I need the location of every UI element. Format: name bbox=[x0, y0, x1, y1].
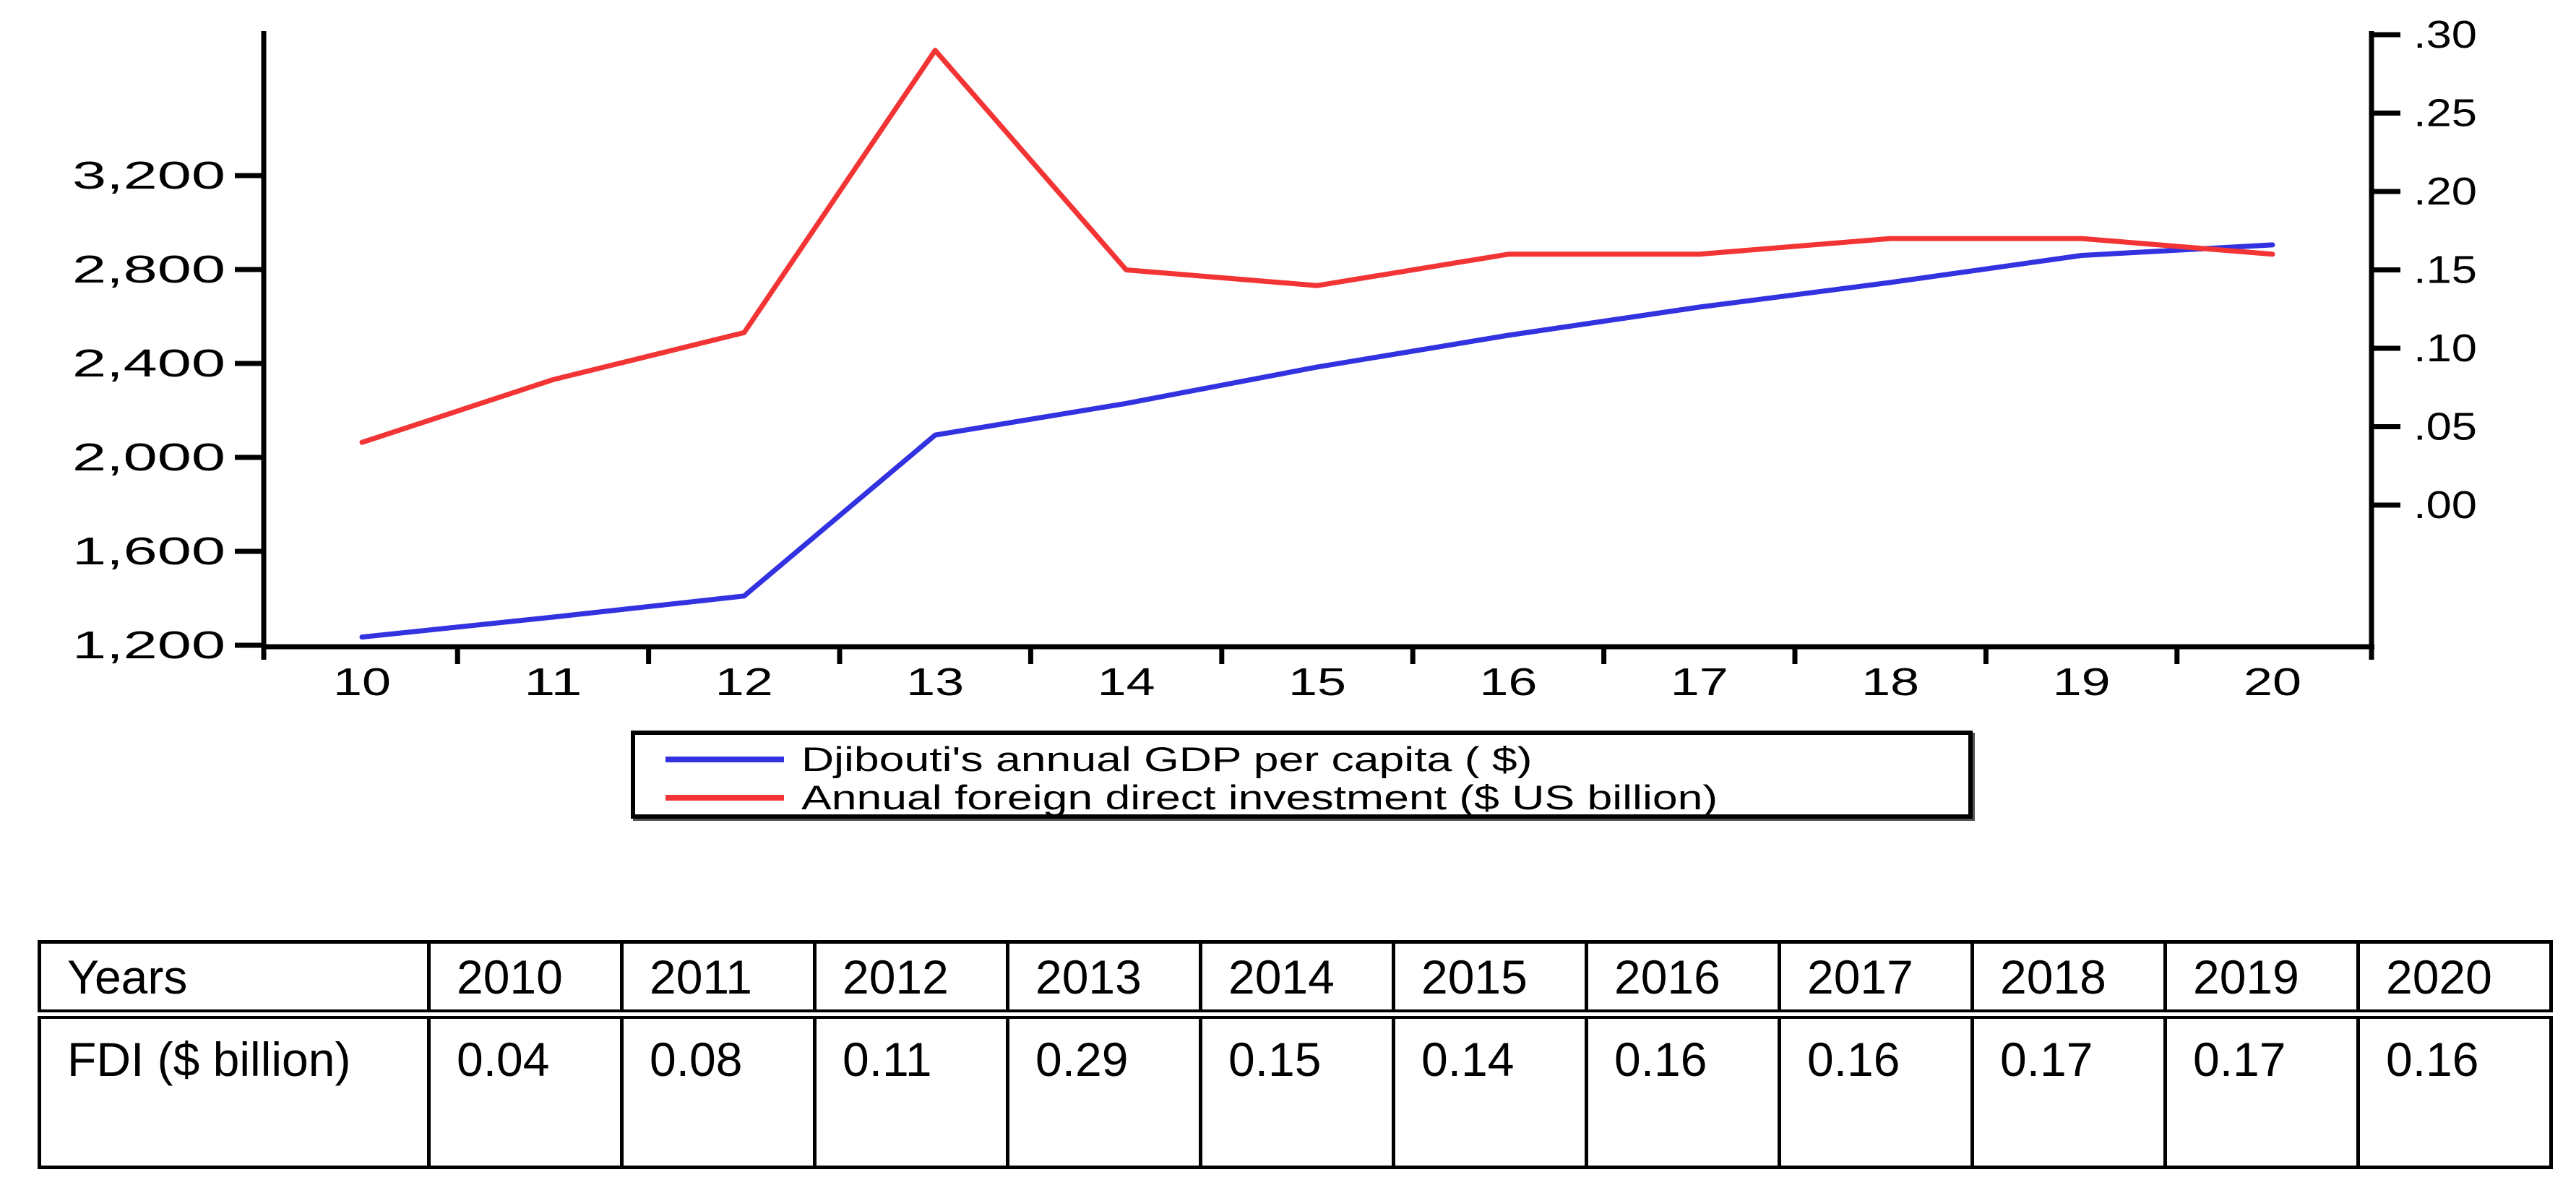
legend-label-fdi: Annual foreign direct investment ($ US b… bbox=[801, 778, 1718, 817]
fdi-value-cell: 0.16 bbox=[1778, 1012, 1974, 1169]
x-axis-tick-label: 11 bbox=[524, 660, 582, 704]
right-axis-tick-label: .15 bbox=[2413, 249, 2477, 292]
right-axis-tick-label: .10 bbox=[2413, 327, 2477, 370]
fdi-value-cell: 0.08 bbox=[620, 1012, 817, 1169]
legend-label-gdp: Djibouti's annual GDP per capita ( $) bbox=[801, 740, 1533, 778]
fdi-value-cell: 0.17 bbox=[2163, 1012, 2360, 1169]
left-axis-tick-label: 2,400 bbox=[72, 342, 225, 385]
fdi-value-cell: 0.17 bbox=[1970, 1012, 2167, 1169]
table-header-row: Years 2010 2011 2012 2013 2014 2015 2016 2017 201… bbox=[38, 940, 2553, 1019]
gdp-line bbox=[359, 242, 2275, 640]
x-axis-tick-label: 10 bbox=[333, 660, 391, 704]
left-axis-tick-label: 2,800 bbox=[72, 248, 225, 291]
legend-item-fdi: Annual foreign direct investment ($ US b… bbox=[635, 778, 1968, 817]
right-axis-tick-label: .30 bbox=[2413, 13, 2477, 56]
x-axis-tick-label: 16 bbox=[1479, 660, 1537, 704]
right-axis-tick-label: .00 bbox=[2413, 483, 2477, 527]
x-axis-tick-label: 13 bbox=[906, 660, 964, 704]
years-header-cell: Years bbox=[38, 940, 431, 1019]
fdi-label-cell: FDI ($ billion) bbox=[38, 1012, 431, 1169]
fdi-value-cell: 0.16 bbox=[1585, 1012, 1781, 1169]
x-axis-tick-label: 18 bbox=[1861, 660, 1919, 704]
year-cell: 2018 bbox=[1970, 940, 2167, 1019]
fdi-value-cell: 0.16 bbox=[2356, 1012, 2553, 1169]
year-cell: 2019 bbox=[2163, 940, 2360, 1019]
table-row: FDI ($ billion) 0.04 0.08 0.11 0.29 0.15 0.14 0… bbox=[38, 1012, 2553, 1169]
left-axis-tick-label: 1,600 bbox=[72, 530, 225, 573]
x-axis-tick-label: 15 bbox=[1288, 660, 1346, 704]
left-axis-tick-label: 1,200 bbox=[72, 624, 225, 667]
fdi-value-cell: 0.29 bbox=[1006, 1012, 1202, 1169]
fdi-value-cell: 0.15 bbox=[1199, 1012, 1395, 1169]
year-cell: 2012 bbox=[813, 940, 1009, 1019]
year-cell: 2014 bbox=[1199, 940, 1395, 1019]
x-axis-tick-label: 19 bbox=[2053, 660, 2111, 704]
chart-legend: Djibouti's annual GDP per capita ( $) An… bbox=[631, 731, 1973, 819]
left-axis-tick-label: 3,200 bbox=[72, 154, 225, 197]
fdi-line-swatch bbox=[665, 794, 784, 801]
year-cell: 2015 bbox=[1392, 940, 1588, 1019]
fdi-value-cell: 0.14 bbox=[1392, 1012, 1588, 1169]
x-axis-tick-label: 14 bbox=[1098, 660, 1155, 704]
dual-axis-line-chart: 1,200 1,600 2,000 2,400 2,800 3,200 .00 .05 .10.… bbox=[72, 13, 2477, 704]
left-axis-tick-label: 2,000 bbox=[72, 436, 225, 479]
x-axis-tick-label: 17 bbox=[1671, 660, 1728, 704]
gdp-line-swatch bbox=[665, 756, 784, 762]
right-axis-tick-label: .20 bbox=[2413, 170, 2477, 213]
fdi-line bbox=[359, 48, 2275, 445]
right-axis-tick-label: .25 bbox=[2413, 92, 2477, 135]
legend-item-gdp: Djibouti's annual GDP per capita ( $) bbox=[635, 740, 1968, 778]
right-axis-tick-label: .05 bbox=[2413, 405, 2477, 449]
year-cell: 2013 bbox=[1006, 940, 1202, 1019]
year-cell: 2016 bbox=[1585, 940, 1781, 1019]
x-axis-tick-label: 20 bbox=[2244, 660, 2301, 704]
year-cell: 2017 bbox=[1778, 940, 1974, 1019]
year-cell: 2020 bbox=[2356, 940, 2553, 1019]
fdi-value-cell: 0.11 bbox=[813, 1012, 1009, 1169]
fdi-data-table: Years 2010 2011 2012 2013 2014 2015 2016 2017 201… bbox=[38, 940, 2553, 1169]
year-cell: 2010 bbox=[427, 940, 624, 1019]
fdi-value-cell: 0.04 bbox=[427, 1012, 624, 1169]
year-cell: 2011 bbox=[620, 940, 817, 1019]
x-axis-tick-label: 12 bbox=[715, 660, 773, 704]
